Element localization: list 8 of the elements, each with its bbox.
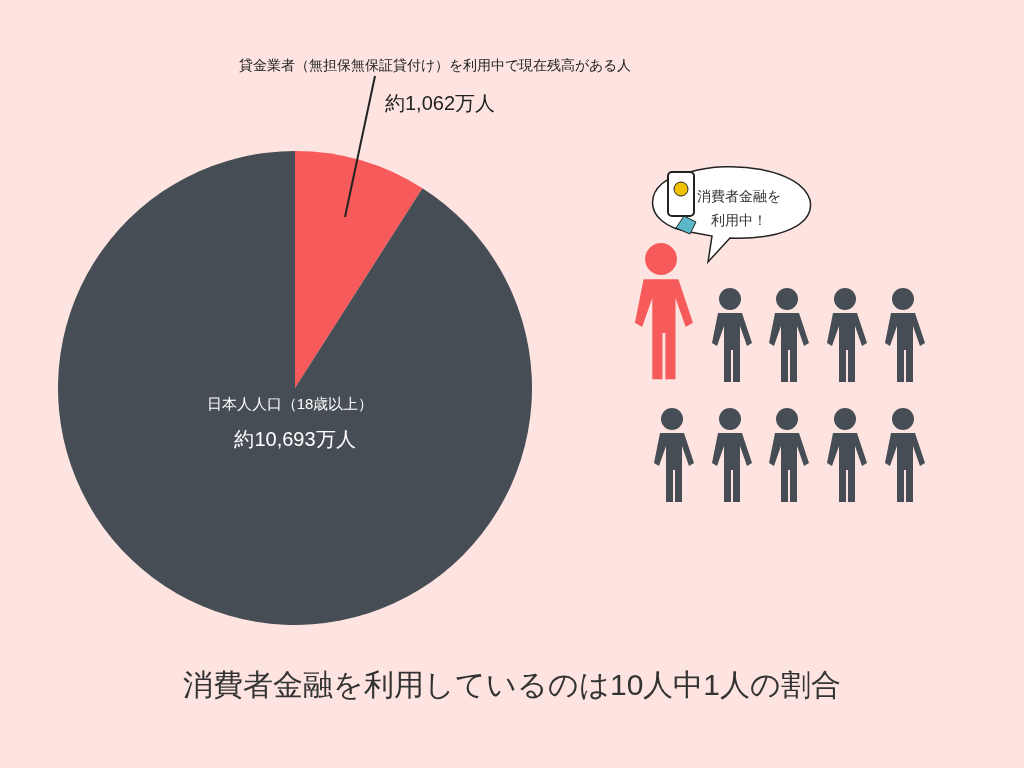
slice-label: 日本人人口（18歳以上） — [206, 395, 374, 412]
slice-label: 貸金業者（無担保無保証貸付け）を利用中で現在残高がある人 — [239, 57, 631, 73]
text: 消費者金融を利用中！ — [696, 187, 782, 230]
text: 消費者金融を利用しているのは10人中1人の割合 — [182, 668, 842, 701]
pie-slice — [58, 151, 532, 625]
data-label: 約1,062万人 — [384, 92, 496, 114]
pie-slice — [295, 151, 423, 388]
data-label: 約10,693万人 — [234, 428, 356, 450]
